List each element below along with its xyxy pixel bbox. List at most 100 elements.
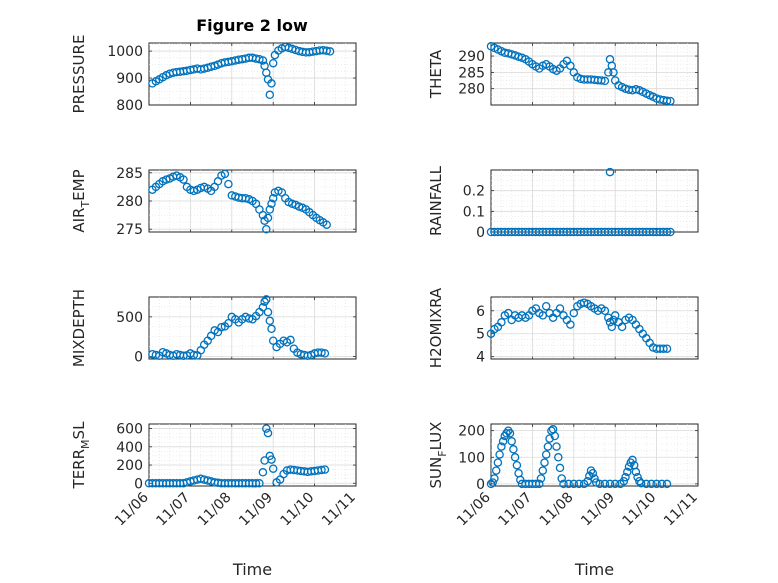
y-axis-label: H2OMIXRA xyxy=(427,287,445,368)
data-point xyxy=(505,429,515,438)
panel-rainfall: 0 0.1 0.2 RAINFALL xyxy=(427,165,699,241)
y-tick-label: 4 xyxy=(476,350,485,366)
x-tick-label: 11/07 xyxy=(495,490,535,530)
y-axis-label-main: MIXDEPTH xyxy=(70,289,88,367)
data-point xyxy=(260,297,269,307)
data-point xyxy=(317,348,326,357)
x-tick-label: 11/09 xyxy=(236,490,276,530)
data-point xyxy=(604,68,613,77)
x-tick-label: 11/10 xyxy=(620,490,660,530)
data-point xyxy=(268,193,278,203)
data-point xyxy=(224,318,233,328)
y-axis-label-rest: SL xyxy=(70,421,88,440)
data-point xyxy=(617,322,627,332)
data-point xyxy=(258,303,268,312)
y-tick-label: 290 xyxy=(458,49,485,65)
y-axis-label: MIXDEPTH xyxy=(70,289,88,367)
y-axis-label-rest: LUX xyxy=(427,422,445,451)
y-tick-label: 400 xyxy=(116,440,143,456)
data-point xyxy=(265,90,275,100)
data-point xyxy=(531,479,541,489)
data-point xyxy=(262,424,271,433)
y-tick-label: 200 xyxy=(116,458,143,474)
data-point xyxy=(662,227,672,237)
data-point xyxy=(545,434,554,443)
series-h2omixra xyxy=(486,298,672,353)
data-point xyxy=(610,479,620,489)
data-point xyxy=(267,199,276,209)
data-point xyxy=(516,475,525,485)
data-point xyxy=(623,467,632,477)
data-point xyxy=(610,311,620,320)
panel-pressure: 800 900 1000 PRESSURE xyxy=(70,35,357,114)
data-point xyxy=(317,465,326,475)
data-point xyxy=(241,193,250,203)
data-point xyxy=(554,453,563,462)
data-point xyxy=(557,474,566,483)
y-axis-label: TERRMSL xyxy=(70,421,92,490)
data-point xyxy=(538,466,548,475)
data-point xyxy=(488,478,497,487)
data-point xyxy=(555,304,565,313)
y-axis-label: PRESSURE xyxy=(70,35,88,114)
data-point xyxy=(541,301,551,311)
data-point xyxy=(566,320,575,329)
data-point xyxy=(322,46,331,56)
data-point xyxy=(320,349,330,358)
data-point xyxy=(552,442,561,451)
data-point xyxy=(564,479,573,489)
y-axis-label-subscript: T xyxy=(79,201,92,209)
x-tick-label: 11/10 xyxy=(278,490,318,530)
y-axis-label: SUNFLUX xyxy=(427,422,449,489)
data-point xyxy=(631,467,641,477)
data-point xyxy=(590,474,599,483)
data-point xyxy=(605,167,615,177)
x-tick-label: 11/07 xyxy=(153,490,193,530)
data-point xyxy=(320,465,330,474)
y-axis-label: THETA xyxy=(427,49,445,99)
y-tick-label: 800 xyxy=(116,98,143,114)
data-point xyxy=(179,175,188,184)
data-point xyxy=(595,479,604,489)
data-point xyxy=(267,79,276,88)
data-point xyxy=(541,450,551,459)
y-tick-label: 0 xyxy=(134,476,143,492)
x-tick-label: 11/09 xyxy=(578,490,618,530)
data-point xyxy=(555,463,565,473)
y-tick-label: 100 xyxy=(458,450,485,466)
x-tick-label: 11/06 xyxy=(112,489,152,529)
data-point xyxy=(662,479,672,489)
x-tick-label: 11/08 xyxy=(195,490,235,530)
data-point xyxy=(495,450,504,459)
x-tick-label: 11/11 xyxy=(661,490,701,530)
data-point xyxy=(265,205,275,214)
y-tick-label: 285 xyxy=(458,65,485,81)
y-axis-label: AIRTEMP xyxy=(70,169,92,232)
y-axis-label-subscript: F xyxy=(436,450,449,456)
data-point xyxy=(220,169,230,179)
y-axis-label-main: SUN xyxy=(427,457,445,489)
data-point xyxy=(609,68,618,77)
y-tick-label: 285 xyxy=(116,166,143,182)
data-point xyxy=(647,479,656,489)
y-axis-label-main: H2OMIXRA xyxy=(427,287,445,368)
data-point xyxy=(255,479,264,488)
data-point xyxy=(262,224,271,234)
data-point xyxy=(491,466,501,475)
data-point xyxy=(559,479,568,489)
panel-h2omixra: 4 5 6 H2OMIXRA xyxy=(427,287,699,368)
data-point xyxy=(268,336,278,345)
data-point xyxy=(633,472,642,482)
data-point xyxy=(265,316,275,326)
x-tick-label: 11/08 xyxy=(537,490,577,530)
y-tick-label: 1000 xyxy=(107,44,143,60)
data-point xyxy=(262,295,271,304)
data-point xyxy=(657,479,667,489)
data-point xyxy=(286,335,295,345)
data-point xyxy=(322,220,331,229)
data-point xyxy=(652,479,661,489)
data-point xyxy=(624,462,634,471)
data-point xyxy=(569,479,579,489)
